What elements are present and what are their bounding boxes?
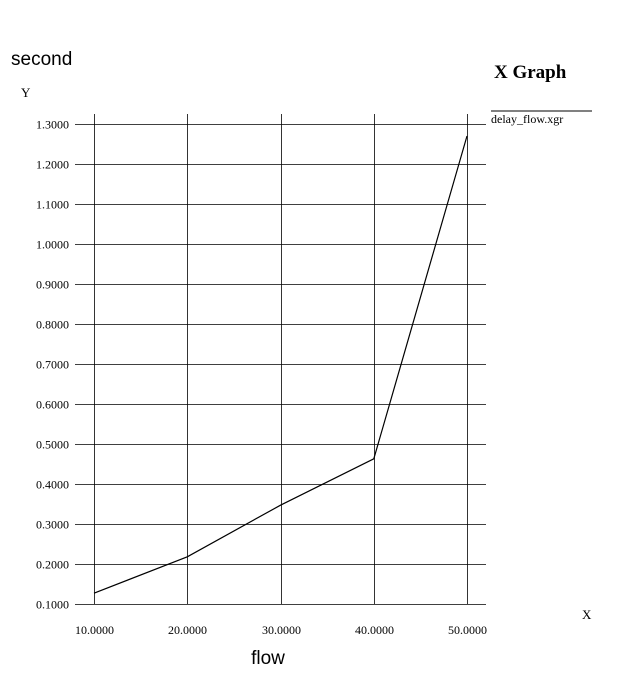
y-tick-label: 0.1000 — [36, 598, 69, 612]
series-lines — [93, 135, 468, 594]
x-tick-label: 40.0000 — [355, 623, 394, 637]
x-tick-label: 30.0000 — [262, 623, 301, 637]
grid-lines — [75, 114, 486, 605]
y-axis-name: Y — [21, 85, 31, 100]
y-tick-label: 0.2000 — [36, 558, 69, 572]
y-tick-label: 1.3000 — [36, 118, 69, 132]
series-line — [93, 135, 468, 594]
y-tick-label: 0.4000 — [36, 478, 69, 492]
x-tick-label: 20.0000 — [168, 623, 207, 637]
x-axis-label: flow — [251, 648, 285, 669]
y-tick-label: 1.0000 — [36, 238, 69, 252]
y-tick-label: 0.7000 — [36, 358, 69, 372]
y-tick-label: 0.6000 — [36, 398, 69, 412]
y-axis-label: second — [11, 49, 72, 70]
legend-label: delay_flow.xgr — [491, 112, 563, 126]
chart-title: X Graph — [494, 62, 567, 83]
x-tick-label: 50.0000 — [448, 623, 487, 637]
x-axis-name: X — [582, 607, 592, 622]
y-tick-label: 0.9000 — [36, 278, 69, 292]
y-tick-label: 0.5000 — [36, 438, 69, 452]
x-tick-label: 10.0000 — [75, 623, 114, 637]
y-tick-label: 0.8000 — [36, 318, 69, 332]
y-tick-label: 0.3000 — [36, 518, 69, 532]
tick-labels: 0.1000 0.2000 0.3000 0.4000 0.5000 0.6000 0.70… — [36, 118, 487, 638]
y-tick-label: 1.2000 — [36, 158, 69, 172]
y-tick-label: 1.1000 — [36, 198, 69, 212]
